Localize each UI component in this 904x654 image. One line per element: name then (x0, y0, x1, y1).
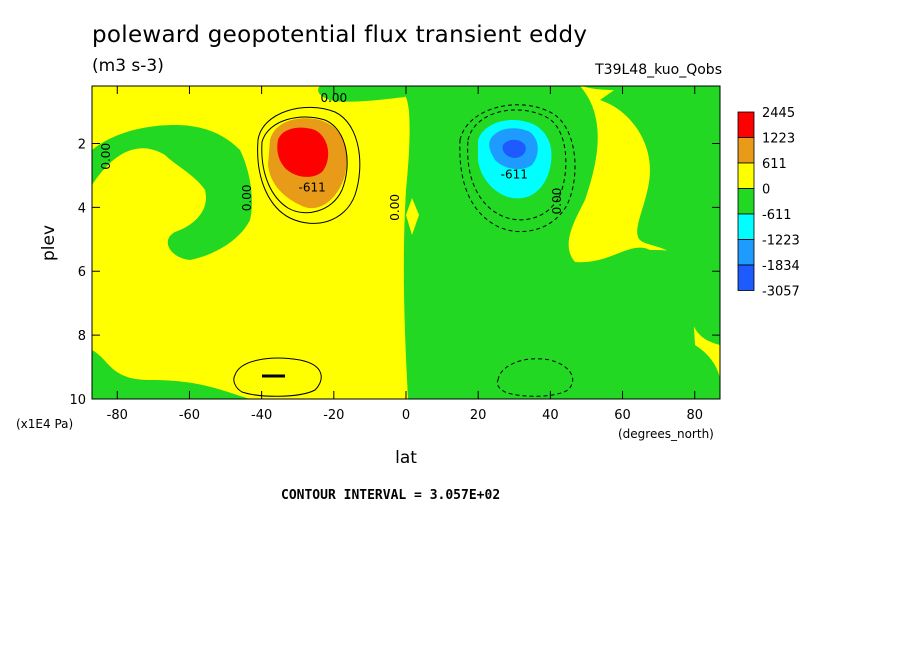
x-axis-label: lat (395, 448, 417, 468)
y-tick-label: 6 (78, 265, 86, 280)
y-tick-label: 4 (78, 201, 86, 216)
x-tick-label: -60 (179, 408, 200, 423)
legend-level-label: -3057 (762, 285, 800, 300)
positive-wedge-equator (406, 198, 419, 235)
contour-label: 0.00 (320, 91, 347, 105)
legend-level-label: -1223 (762, 234, 800, 249)
legend-swatch (737, 264, 755, 291)
legend-level-label: 1223 (762, 132, 795, 147)
negative-region-right (600, 86, 720, 345)
contour-label: 0.00 (240, 184, 254, 211)
x-axis-units: (degrees_north) (618, 427, 714, 441)
contour-label: 0.00 (550, 188, 564, 215)
x-tick-label: 40 (542, 408, 559, 423)
y-axis-units: (x1E4 Pa) (16, 417, 73, 431)
contour-positive-2 (261, 116, 348, 214)
contour-label: -611 (299, 180, 326, 194)
contour-positive-1 (257, 106, 361, 224)
contour-fields (92, 86, 720, 399)
chart-title: poleward geopotential flux transient edd… (92, 22, 588, 48)
legend-swatch (737, 239, 755, 266)
contour-label: 0.00 (388, 194, 402, 221)
x-tick-label: 0 (402, 408, 410, 423)
legend-level-label: 611 (762, 157, 787, 172)
y-tick-label: 10 (69, 393, 86, 408)
y-tick-label: 2 (78, 137, 86, 152)
legend-swatch (737, 188, 755, 215)
legend-swatch (737, 162, 755, 189)
x-tick-label: 20 (470, 408, 487, 423)
legend-level-label: -1834 (762, 259, 800, 274)
legend-level-label: 2445 (762, 106, 795, 121)
legend-swatch (737, 213, 755, 240)
legend-level-label: -611 (762, 208, 792, 223)
contour-positive-bottom (233, 357, 322, 397)
contour-interval-note: CONTOUR INTERVAL = 3.057E+02 (281, 488, 501, 503)
negative-region-central (320, 86, 720, 399)
negative-core-max (502, 139, 526, 158)
x-tick-label: 80 (686, 408, 703, 423)
contour-label: 0.00 (99, 143, 113, 170)
x-tick-label: 60 (614, 408, 631, 423)
negative-region-top (318, 86, 405, 102)
legend-swatch (737, 111, 755, 138)
negative-region-bottom-left (92, 350, 250, 399)
contour-negative-2 (459, 104, 576, 233)
x-tick-label: -80 (107, 408, 128, 423)
legend-level-label: 0 (762, 183, 770, 198)
contour-label: -611 (501, 168, 528, 182)
x-tick-label: -40 (251, 408, 272, 423)
x-tick-label: -20 (323, 408, 344, 423)
run-name-label: T39L48_kuo_Qobs (595, 62, 722, 78)
y-tick-label: 8 (78, 329, 86, 344)
units-label: (m3 s-3) (92, 56, 164, 76)
y-axis-label: plev (39, 225, 59, 261)
positive-core-max (277, 127, 329, 177)
legend-swatch (737, 137, 755, 164)
negative-region-left (92, 125, 252, 260)
contour-negative-1 (467, 109, 567, 221)
contour-negative-bottom (496, 358, 573, 397)
